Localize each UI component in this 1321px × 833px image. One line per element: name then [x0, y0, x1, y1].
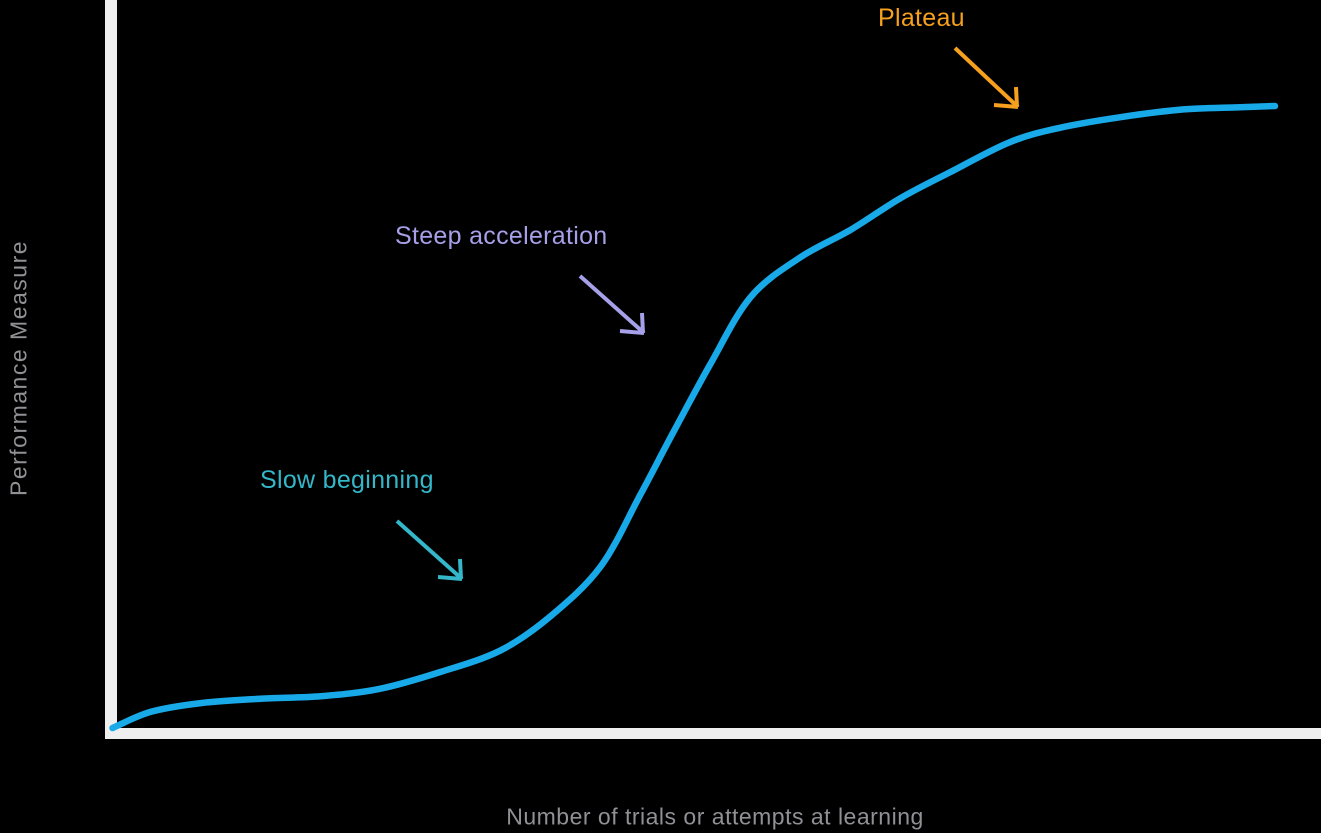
annotation-steep-acceleration: Steep acceleration — [395, 222, 608, 250]
x-axis-line — [105, 728, 1321, 739]
slow-beginning-arrow-icon — [395, 519, 464, 581]
annotation-plateau: Plateau — [878, 4, 965, 32]
learning-curve-line — [109, 102, 1279, 732]
x-axis-label: Number of trials or attempts at learning — [506, 803, 924, 830]
y-axis-label: Performance Measure — [5, 239, 32, 497]
annotation-slow-beginning: Slow beginning — [260, 466, 434, 494]
plateau-arrow-icon — [953, 46, 1020, 109]
steep-acceleration-arrow-icon — [578, 274, 646, 335]
y-axis-line — [105, 0, 117, 739]
